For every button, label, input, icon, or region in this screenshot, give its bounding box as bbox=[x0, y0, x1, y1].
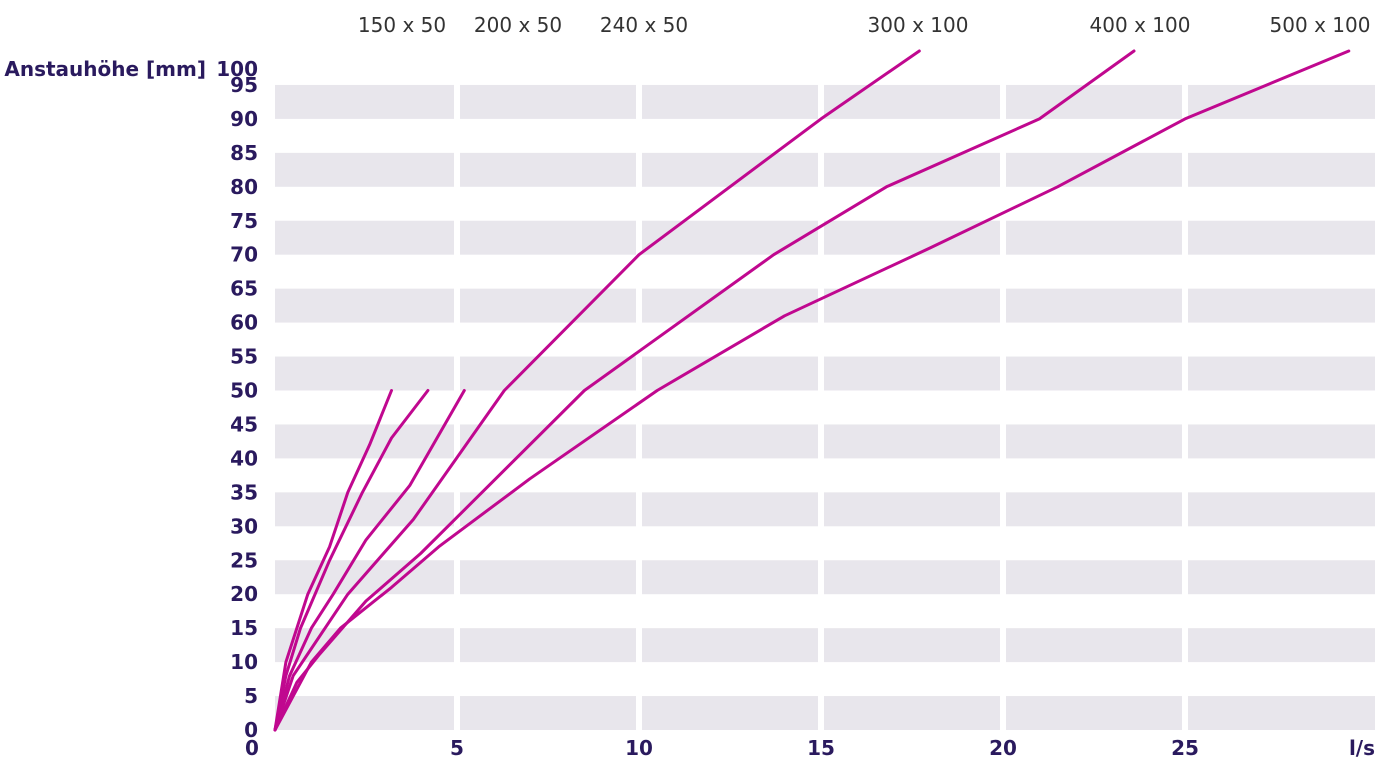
y-tick-label: 55 bbox=[230, 345, 258, 369]
y-tick-label: 10 bbox=[230, 650, 258, 674]
x-tick-label: 25 bbox=[1171, 736, 1199, 757]
grid-separator bbox=[636, 71, 642, 750]
grid-band bbox=[275, 628, 1375, 663]
x-axis-ticks: 0 5 10 15 20 25 bbox=[245, 736, 1199, 757]
grid-band bbox=[275, 288, 1375, 323]
grid-band bbox=[275, 152, 1375, 187]
series-label-5: 500 x 100 bbox=[1270, 13, 1371, 37]
grid-band bbox=[275, 560, 1375, 595]
series-label-3: 300 x 100 bbox=[868, 13, 969, 37]
x-tick-label: 15 bbox=[807, 736, 835, 757]
series-label-4: 400 x 100 bbox=[1090, 13, 1191, 37]
y-tick-label: 70 bbox=[230, 243, 258, 267]
y-tick-label: 75 bbox=[230, 209, 258, 233]
series-labels: 150 x 50 200 x 50 240 x 50 300 x 100 400 x 1… bbox=[358, 13, 1371, 37]
grid-separator bbox=[1182, 71, 1188, 750]
grid-separator bbox=[818, 71, 824, 750]
y-tick-label: 100 bbox=[216, 57, 258, 81]
series-line-2 bbox=[273, 389, 466, 732]
x-tick-label: 5 bbox=[450, 736, 464, 757]
grid-band bbox=[275, 492, 1375, 527]
y-tick-label: 25 bbox=[230, 548, 258, 572]
series-line-5 bbox=[273, 49, 1351, 732]
x-tick-label: 0 bbox=[245, 736, 259, 757]
series-line-1 bbox=[273, 389, 430, 732]
series-label-0: 150 x 50 bbox=[358, 13, 446, 37]
grid-band bbox=[275, 220, 1375, 255]
y-tick-label: 95 bbox=[230, 73, 258, 97]
grid-band bbox=[275, 696, 1375, 730]
series-lines bbox=[273, 49, 1351, 732]
series-line-0 bbox=[273, 389, 393, 732]
grid-separator bbox=[1000, 71, 1006, 750]
grid-band bbox=[275, 84, 1375, 119]
y-tick-label: 65 bbox=[230, 277, 258, 301]
x-tick-label: 10 bbox=[625, 736, 653, 757]
y-tick-label: 45 bbox=[230, 412, 258, 436]
y-tick-label: 35 bbox=[230, 480, 258, 504]
y-tick-label: 15 bbox=[230, 616, 258, 640]
series-label-2: 240 x 50 bbox=[600, 13, 688, 37]
series-line-3 bbox=[273, 49, 921, 732]
y-tick-label: 50 bbox=[230, 379, 258, 403]
grid-bands bbox=[275, 84, 1375, 730]
y-tick-label: 80 bbox=[230, 175, 258, 199]
x-axis-unit-label: l/s bbox=[1349, 736, 1375, 757]
y-axis-label: Anstauhöhe [mm] bbox=[4, 57, 206, 81]
y-tick-label: 5 bbox=[244, 684, 258, 708]
x-tick-label: 20 bbox=[989, 736, 1017, 757]
series-label-1: 200 x 50 bbox=[474, 13, 562, 37]
grid-band bbox=[275, 356, 1375, 391]
grid-band bbox=[275, 424, 1375, 459]
y-tick-label: 90 bbox=[230, 107, 258, 131]
y-axis-ticks: 0 5 10 15 20 25 30 35 40 45 50 55 60 65 70 75 80 85 90 9510… bbox=[216, 57, 258, 742]
y-tick-label: 0 bbox=[244, 718, 258, 742]
y-tick-label: 30 bbox=[230, 514, 258, 538]
y-tick-label: 85 bbox=[230, 141, 258, 165]
y-tick-label: 40 bbox=[230, 446, 258, 470]
y-tick-label: 60 bbox=[230, 311, 258, 335]
grid-separator bbox=[454, 71, 460, 750]
y-tick-label: 20 bbox=[230, 582, 258, 606]
grid-separators bbox=[454, 71, 1188, 750]
